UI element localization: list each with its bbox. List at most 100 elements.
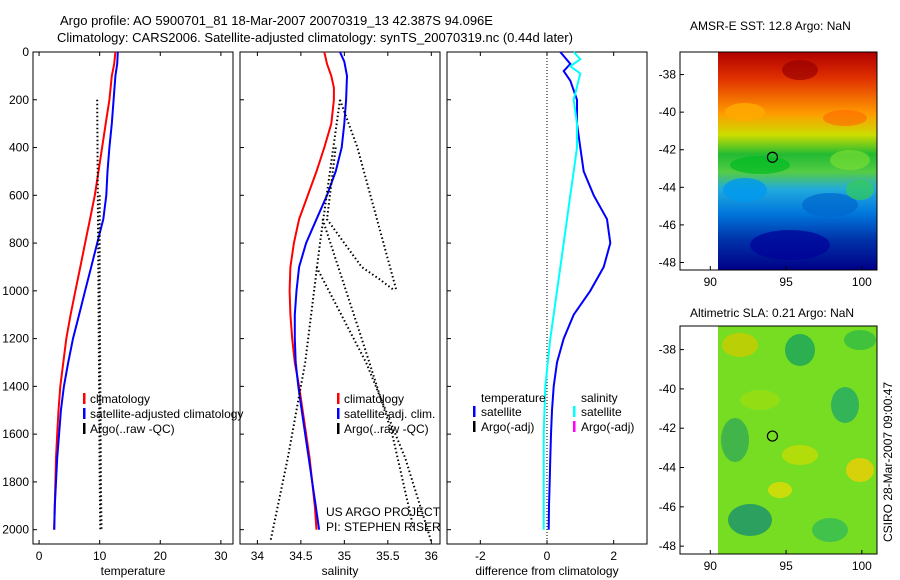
series-line [339,99,398,292]
series-line [542,51,582,530]
series-line [53,51,117,530]
y-tick-label: 1600 [2,427,29,441]
legend-label-climatology: climatology [344,392,404,406]
argo-location-marker [766,151,779,163]
series-line [269,99,341,542]
x-tick-label: 100 [852,559,872,573]
x-tick-label: 90 [704,275,718,289]
legend-label-argo: Argo(..raw -QC) [90,422,175,436]
series-line [293,51,349,530]
legend-swatch-climatology [83,393,86,404]
sst-map-title: AMSR-E SST: 12.8 Argo: NaN [690,19,851,33]
x-tick-label: 95 [779,275,793,289]
legend-label-salt-satellite: satellite [581,405,622,419]
x-tick-label: 35 [338,549,352,563]
legend-swatch-satellite-adjusted [83,408,86,419]
legend-label-climatology: climatology [90,392,150,406]
temperature-axes [32,51,234,545]
x-axis-label: difference from climatology [475,564,618,578]
annotation-pi: PI: STEPHEN RISER [326,520,441,534]
x-tick-label: 20 [154,549,168,563]
y-tick-label: -44 [659,180,677,194]
difference-legend: temperature satellite Argo(-adj) salinit… [473,391,634,434]
annotation-project: US ARGO PROJECT [326,505,441,519]
y-tick-label: 1400 [2,379,29,393]
sla-map-axes: 90 95 100 -38 -40 -42 -44 -46 -48 [659,343,873,573]
x-tick-label: 2 [610,549,617,563]
x-tick-label: -2 [475,549,486,563]
series-line [53,51,119,530]
y-tick-label: 1200 [2,332,29,346]
legend-label-argo: Argo(..raw -QC) [344,422,429,436]
temperature-legend: climatology satellite-adjusted climatolo… [83,392,243,436]
y-tick-label: 2000 [2,523,29,537]
legend-swatch-climatology [337,393,340,404]
x-axis-label: temperature [101,564,166,578]
legend-label-satellite-adjusted: satellite-adjusted climatology [90,407,243,421]
y-tick-label: -42 [659,143,677,157]
x-tick-label: 36 [425,549,439,563]
legend-label-temp-argo: Argo(-adj) [481,420,534,434]
legend-swatch-argo [83,423,86,434]
salinity-axes [239,51,441,545]
legend-label-temp-satellite: satellite [481,405,522,419]
salinity-panel: 34 34.5 35 35.5 36 salinity [240,51,439,578]
x-tick-label: 0 [544,549,551,563]
y-tick-label: 1000 [2,284,29,298]
x-tick-label: 35.5 [376,549,400,563]
x-tick-label: 100 [852,275,872,289]
sst-map-image [718,52,877,270]
legend-swatch-temp-satellite [473,406,476,417]
x-tick-label: 90 [704,559,718,573]
y-tick-label: -38 [659,343,677,357]
sla-map-image [718,326,877,554]
y-tick-label: -38 [659,68,677,82]
y-tick-label: 0 [22,45,29,59]
y-tick-label: -48 [659,255,677,269]
y-tick-label: -40 [659,382,677,396]
legend-swatch-satellite-adj [337,408,340,419]
argo-location-marker [766,430,779,442]
temperature-panel: 0 10 20 30 temperature 0 200 400 600 800 1000 1200 1… [2,45,228,578]
legend-swatch-salt-satellite [573,406,576,417]
y-tick-label: -40 [659,105,677,119]
x-tick-label: 0 [36,549,43,563]
x-tick-label: 30 [214,549,228,563]
legend-label-satellite-adj: satellite adj. clim. [344,407,435,421]
y-tick-label: 1800 [2,475,29,489]
series-line [325,147,396,292]
x-tick-label: 34.5 [289,549,313,563]
x-axis-label: salinity [322,564,359,578]
sst-map-frame [679,51,878,271]
legend-label-salt-argo: Argo(-adj) [581,420,634,434]
x-tick-label: 10 [93,549,107,563]
y-tick-label: -48 [659,539,677,553]
sla-map-frame [679,325,878,555]
y-tick-label: 200 [9,93,29,107]
legend-swatch-temp-argo [473,421,476,432]
sla-map-title: Altimetric SLA: 0.21 Argo: NaN [690,306,854,320]
y-tick-label: 800 [9,236,29,250]
series-line [321,218,415,530]
legend-swatch-argo [337,423,340,434]
y-tick-label: -44 [659,461,677,475]
y-tick-label: -42 [659,421,677,435]
header-line2: Climatology: CARS2006. Satellite-adjuste… [57,30,573,45]
legend-heading-temperature: temperature [481,391,546,405]
salinity-legend: climatology satellite adj. clim. Argo(..… [326,392,441,534]
side-label: CSIRO 28-Mar-2007 09:00:47 [881,382,895,542]
x-tick-label: 34 [251,549,265,563]
y-tick-label: 400 [9,141,29,155]
sst-map-axes: 90 95 100 -38 -40 -42 -44 -46 -48 [659,68,873,289]
y-tick-label: 600 [9,188,29,202]
y-tick-label: -46 [659,500,677,514]
profile-panels: 0 10 20 30temperature0200400600800100012001… [2,45,618,578]
legend-heading-salinity: salinity [581,391,618,405]
series-line [98,195,103,530]
header-line1: Argo profile: AO 5900701_81 18-Mar-2007 … [60,13,493,28]
legend-swatch-salt-argo [573,421,576,432]
x-tick-label: 95 [779,559,793,573]
y-tick-label: -46 [659,218,677,232]
